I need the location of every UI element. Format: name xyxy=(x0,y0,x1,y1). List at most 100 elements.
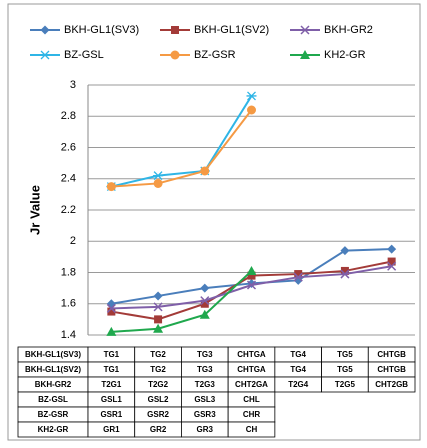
marker xyxy=(106,303,116,313)
series-line xyxy=(111,109,253,188)
table-cell-label: GR2 xyxy=(150,425,167,434)
marker xyxy=(170,50,180,60)
marker-shape xyxy=(107,307,116,316)
series-line xyxy=(111,95,253,188)
marker-shape xyxy=(200,296,210,306)
marker-shape xyxy=(340,246,350,256)
table-cell-label: CHT2GB xyxy=(375,380,408,389)
table-cell-label: TG4 xyxy=(290,350,306,359)
marker-shape xyxy=(200,283,210,293)
legend-label: BKH-GL1(SV2) xyxy=(194,24,269,36)
table-cell-label: TG4 xyxy=(290,365,306,374)
y-tick-label: 2.8 xyxy=(61,110,76,122)
table-cell-label: GSL3 xyxy=(194,395,215,404)
marker xyxy=(199,309,210,319)
table-cell xyxy=(367,376,416,393)
y-tick-label: 1.8 xyxy=(61,266,76,278)
marker xyxy=(200,299,209,308)
table-cell-label: TG2 xyxy=(150,365,166,374)
marker xyxy=(200,283,210,293)
table-cell-label: GSL1 xyxy=(101,395,122,404)
table-cell-label: GR3 xyxy=(197,425,214,434)
marker xyxy=(153,302,163,312)
marker xyxy=(294,270,303,279)
table-cell-label: T2G2 xyxy=(148,380,169,389)
marker xyxy=(387,257,396,266)
marker xyxy=(200,296,210,306)
marker-shape xyxy=(246,280,257,290)
marker-shape xyxy=(246,91,257,101)
table-cell-label: GSR3 xyxy=(194,410,216,419)
legend-label: KH2-GR xyxy=(324,49,366,61)
marker-shape xyxy=(293,272,303,282)
table-cell xyxy=(227,421,276,438)
y-tick-label: 2 xyxy=(70,235,76,247)
marker xyxy=(153,291,163,301)
marker xyxy=(154,315,163,324)
table-cell-label: GSR2 xyxy=(147,410,169,419)
marker-shape xyxy=(340,266,349,275)
legend-label: BKH-GL1(SV3) xyxy=(64,24,139,36)
marker xyxy=(200,166,210,176)
marker xyxy=(340,266,349,275)
table-row-label: BKH-GL1(SV2) xyxy=(25,365,81,374)
table-cell-label: CHL xyxy=(243,395,260,404)
table-cell-label: TG5 xyxy=(337,365,353,374)
table-cell-label: T2G4 xyxy=(288,380,309,389)
marker-shape xyxy=(300,25,310,35)
table-cell-label: TG2 xyxy=(150,350,166,359)
table-cell-label: CHTGB xyxy=(377,365,406,374)
legend-label: BZ-GSL xyxy=(64,49,104,61)
table-cell-label: TG1 xyxy=(104,365,120,374)
marker-shape xyxy=(170,50,180,60)
marker-shape xyxy=(247,271,256,280)
marker-shape xyxy=(247,105,256,115)
table-cell-label: CHR xyxy=(243,410,261,419)
marker xyxy=(107,307,116,316)
marker xyxy=(247,105,256,115)
table-cell-label: T2G5 xyxy=(335,380,356,389)
marker xyxy=(153,171,164,181)
marker-shape xyxy=(106,182,116,192)
table-cell-label: T2G3 xyxy=(195,380,216,389)
table-cell-label: TG3 xyxy=(197,350,213,359)
marker xyxy=(153,178,163,188)
marker-shape xyxy=(40,25,50,35)
marker xyxy=(106,326,117,336)
marker-shape xyxy=(200,166,210,176)
marker-shape xyxy=(154,315,163,324)
marker xyxy=(40,25,50,35)
table-row-label: BZ-GSR xyxy=(38,410,69,419)
table-cell-label: GSR1 xyxy=(100,410,122,419)
table-cell-label: GSL2 xyxy=(148,395,169,404)
marker-shape xyxy=(246,265,257,275)
marker-shape xyxy=(106,303,116,313)
marker-shape xyxy=(387,257,396,266)
table-cell-label: CHT2GA xyxy=(235,380,268,389)
marker-shape xyxy=(153,291,163,301)
marker-shape xyxy=(153,323,164,333)
marker xyxy=(246,265,257,275)
marker xyxy=(247,271,256,280)
table-cell-label: TG5 xyxy=(337,350,353,359)
marker xyxy=(387,261,397,271)
table-row-label: KH2-GR xyxy=(38,425,69,434)
table-cell-label: CHTGA xyxy=(237,365,266,374)
y-tick-label: 1.6 xyxy=(61,298,76,310)
marker xyxy=(300,50,310,59)
marker xyxy=(340,269,350,279)
marker xyxy=(246,280,257,290)
marker-shape xyxy=(387,261,397,271)
table-cell-label: CH xyxy=(246,425,258,434)
table-cell-label: GR1 xyxy=(103,425,120,434)
y-tick-label: 2.2 xyxy=(61,204,76,216)
y-axis-label: Jr Value xyxy=(27,185,42,235)
marker-shape xyxy=(294,270,303,279)
table-row-label: BKH-GR2 xyxy=(35,380,72,389)
y-tick-label: 2.6 xyxy=(61,141,76,153)
marker-shape xyxy=(153,302,163,312)
marker xyxy=(293,272,303,282)
y-tick-label: 1.4 xyxy=(61,329,76,341)
marker-shape xyxy=(40,50,50,60)
marker xyxy=(387,244,397,254)
